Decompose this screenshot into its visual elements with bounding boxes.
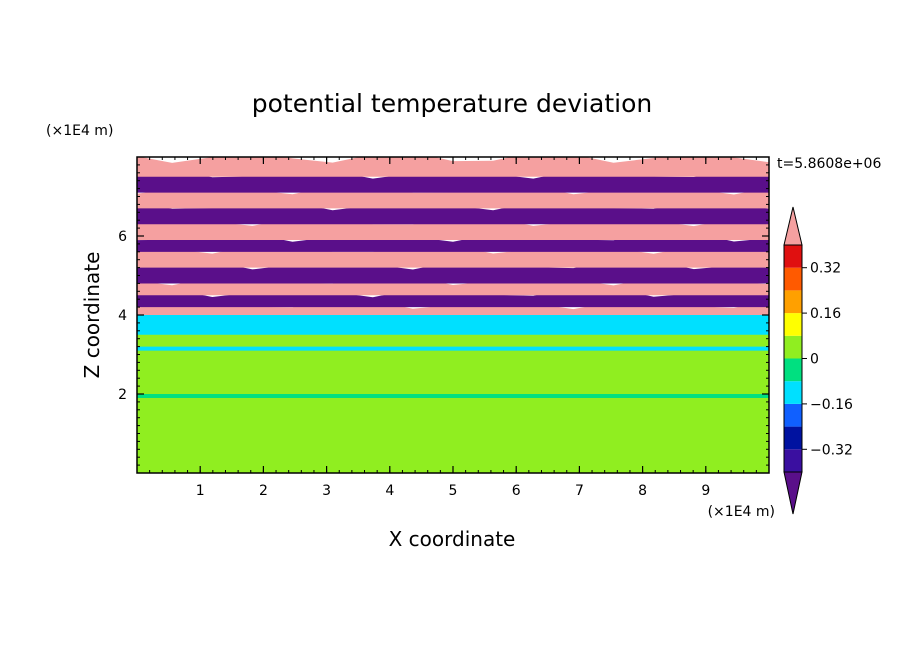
x-tick-label: 6 <box>512 483 521 499</box>
contour-band <box>137 157 769 177</box>
colorbar-segment <box>784 245 802 268</box>
y-axis-label: Z coordinate <box>80 252 104 379</box>
y-tick-label: 6 <box>118 229 127 245</box>
colorbar-segment <box>784 267 802 291</box>
colorbar-segment <box>784 449 802 472</box>
colorbar: 0.32 0.16 0 −0.16 −0.32 <box>783 206 853 515</box>
x-tick-label: 3 <box>322 483 331 499</box>
y-tick-label: 2 <box>118 387 127 403</box>
colorbar-segment <box>784 335 802 359</box>
x-unit-label: (×1E4 m) <box>708 504 775 520</box>
time-label: t=5.8608e+06 <box>777 156 881 172</box>
colorbar-tick-label: 0 <box>810 352 819 368</box>
x-tick-label: 4 <box>385 483 394 499</box>
chart-title: potential temperature deviation <box>252 89 652 118</box>
contour-band <box>137 360 769 395</box>
y-unit-label: (×1E4 m) <box>46 123 113 139</box>
colorbar-segment <box>784 290 802 314</box>
colorbar-segment <box>784 358 802 382</box>
y-axis-ticks: 2 4 6 <box>118 164 769 466</box>
colorbar-segment <box>784 381 802 404</box>
x-tick-label: 5 <box>449 483 458 499</box>
x-tick-label: 2 <box>259 483 268 499</box>
x-tick-label: 8 <box>638 483 647 499</box>
colorbar-extend-top <box>783 206 803 246</box>
contour-band <box>137 182 769 209</box>
x-tick-label: 1 <box>196 483 205 499</box>
contour-band <box>137 230 769 252</box>
colorbar-tick-label: 0.16 <box>810 306 841 322</box>
x-tick-label: 7 <box>575 483 584 499</box>
colorbar-segment <box>784 403 802 427</box>
colorbar-tick-label: −0.32 <box>810 442 853 458</box>
colorbar-extend-bottom <box>783 471 803 515</box>
y-tick-label: 4 <box>118 308 127 324</box>
x-axis-ticks: 1 2 3 4 5 6 7 8 9 <box>149 157 770 499</box>
x-tick-label: 9 <box>701 483 710 499</box>
colorbar-segment <box>784 313 802 336</box>
contour-band <box>137 400 769 473</box>
contour-band <box>137 273 769 296</box>
colorbar-tick-label: −0.16 <box>810 397 853 413</box>
colorbar-tick-label: 0.32 <box>810 261 841 277</box>
x-axis-label: X coordinate <box>389 527 516 551</box>
colorbar-segment <box>784 426 802 450</box>
plot-area <box>137 157 769 473</box>
